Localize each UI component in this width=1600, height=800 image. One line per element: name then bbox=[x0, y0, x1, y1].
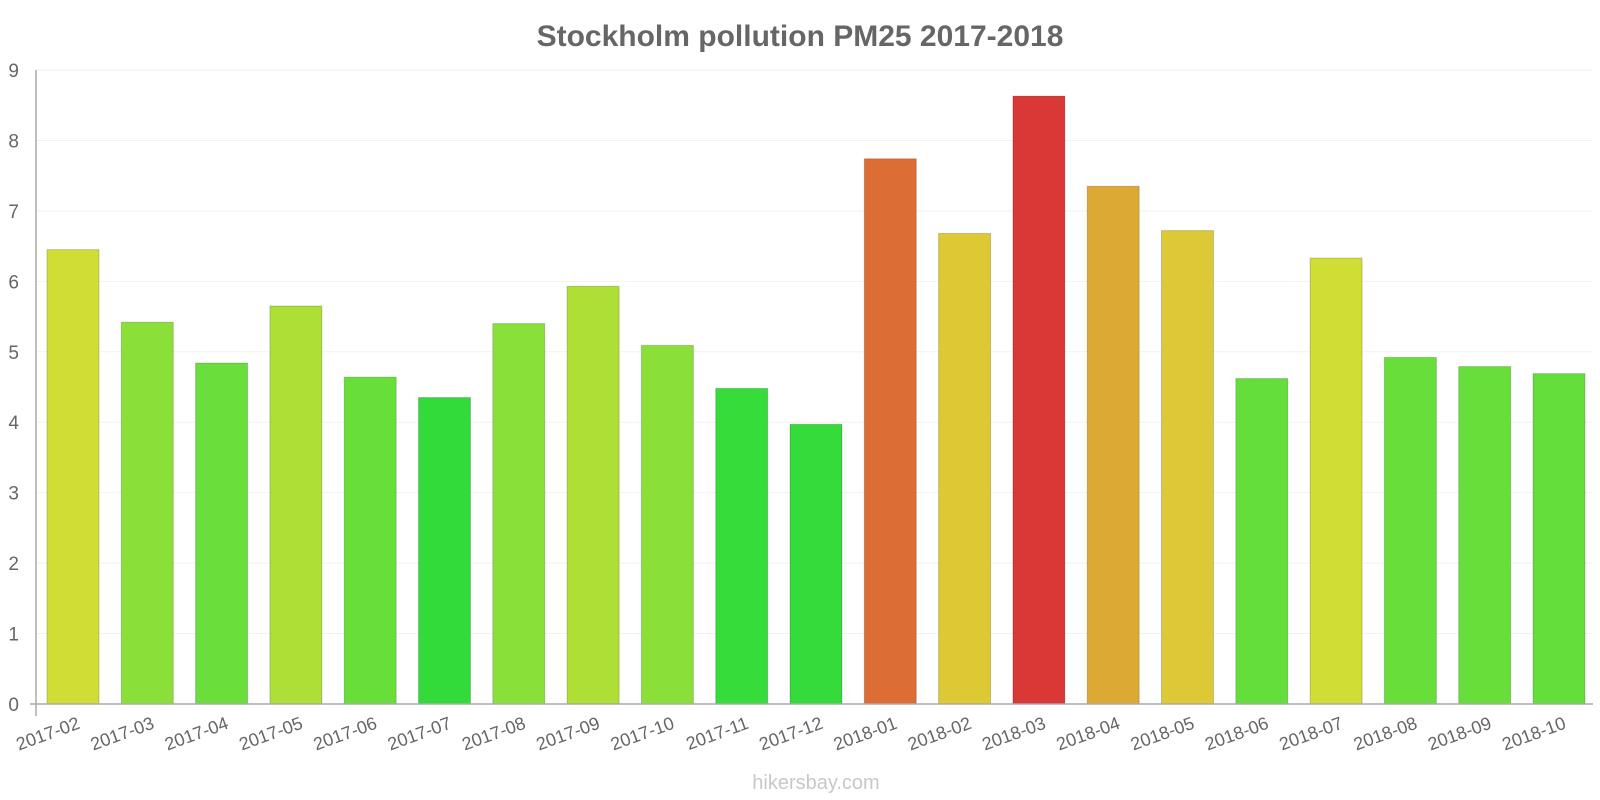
bar-2017-02 bbox=[46, 249, 100, 705]
y-tick-label: 7 bbox=[8, 202, 19, 223]
bar-2018-07 bbox=[1309, 257, 1363, 705]
x-tick-label: 2018-06 bbox=[1202, 713, 1271, 754]
x-tick-label: 2018-02 bbox=[905, 713, 974, 754]
x-tick-label: 2017-03 bbox=[88, 713, 157, 754]
x-tick-label: 2018-10 bbox=[1499, 713, 1568, 754]
x-tick-label: 2018-04 bbox=[1054, 713, 1123, 754]
bar-2018-08 bbox=[1383, 356, 1437, 705]
y-tick-label: 6 bbox=[8, 272, 19, 293]
y-axis-ticks: 0 1 2 3 4 5 6 7 8 9 bbox=[8, 61, 19, 716]
bar-2017-08 bbox=[492, 323, 546, 705]
bar-2018-01 bbox=[863, 158, 917, 705]
x-tick-label: 2018-09 bbox=[1425, 713, 1494, 754]
bar-2017-11 bbox=[715, 387, 769, 705]
y-tick-label: 9 bbox=[8, 61, 19, 82]
x-tick-label: 2018-03 bbox=[979, 713, 1048, 754]
x-tick-label: 2018-07 bbox=[1277, 713, 1346, 754]
bar-2017-10 bbox=[640, 344, 694, 705]
x-tick-label: 2017-05 bbox=[236, 713, 305, 754]
bars bbox=[46, 95, 1586, 705]
bar-2017-12 bbox=[789, 423, 843, 705]
x-tick-label: 2017-09 bbox=[534, 713, 603, 754]
bar-2018-02 bbox=[938, 232, 992, 705]
x-tick-label: 2018-01 bbox=[831, 713, 900, 754]
bar-2017-05 bbox=[269, 305, 323, 705]
bar-2017-06 bbox=[343, 376, 397, 705]
bar-2018-04 bbox=[1086, 185, 1140, 705]
bar-2017-04 bbox=[195, 362, 249, 705]
y-tick-label: 5 bbox=[8, 343, 19, 364]
x-tick-label: 2017-11 bbox=[683, 713, 751, 754]
y-tick-label: 2 bbox=[8, 554, 19, 575]
x-tick-label: 2017-06 bbox=[311, 713, 380, 754]
watermark: hikersbay.com bbox=[752, 772, 879, 794]
bar-2018-03 bbox=[1012, 95, 1066, 705]
bar-2018-06 bbox=[1235, 378, 1289, 705]
bar-2018-10 bbox=[1532, 373, 1586, 705]
y-tick-label: 3 bbox=[8, 484, 19, 505]
y-tick-label: 1 bbox=[8, 625, 19, 646]
x-tick-label: 2017-07 bbox=[385, 713, 454, 754]
bar-2018-09 bbox=[1458, 366, 1512, 705]
x-tick-label: 2017-12 bbox=[756, 713, 825, 754]
x-axis-ticks: 2017-02 2017-03 2017-04 2017-05 2017-06 2017-… bbox=[13, 713, 1568, 754]
x-tick-label: 2017-08 bbox=[459, 713, 528, 754]
x-tick-label: 2017-04 bbox=[162, 713, 231, 754]
bar-2018-05 bbox=[1161, 230, 1214, 705]
chart-title: Stockholm pollution PM25 2017-2018 bbox=[537, 20, 1064, 53]
y-tick-label: 4 bbox=[8, 413, 19, 434]
bar-2017-03 bbox=[120, 321, 174, 705]
bar-2017-09 bbox=[566, 285, 620, 705]
x-tick-label: 2017-02 bbox=[13, 713, 82, 754]
bar-2017-07 bbox=[418, 397, 471, 705]
y-tick-label: 0 bbox=[8, 695, 19, 716]
x-tick-label: 2018-08 bbox=[1351, 713, 1420, 754]
y-tick-label: 8 bbox=[8, 131, 19, 152]
x-tick-label: 2018-05 bbox=[1128, 713, 1197, 754]
x-tick-label: 2017-10 bbox=[608, 713, 677, 754]
